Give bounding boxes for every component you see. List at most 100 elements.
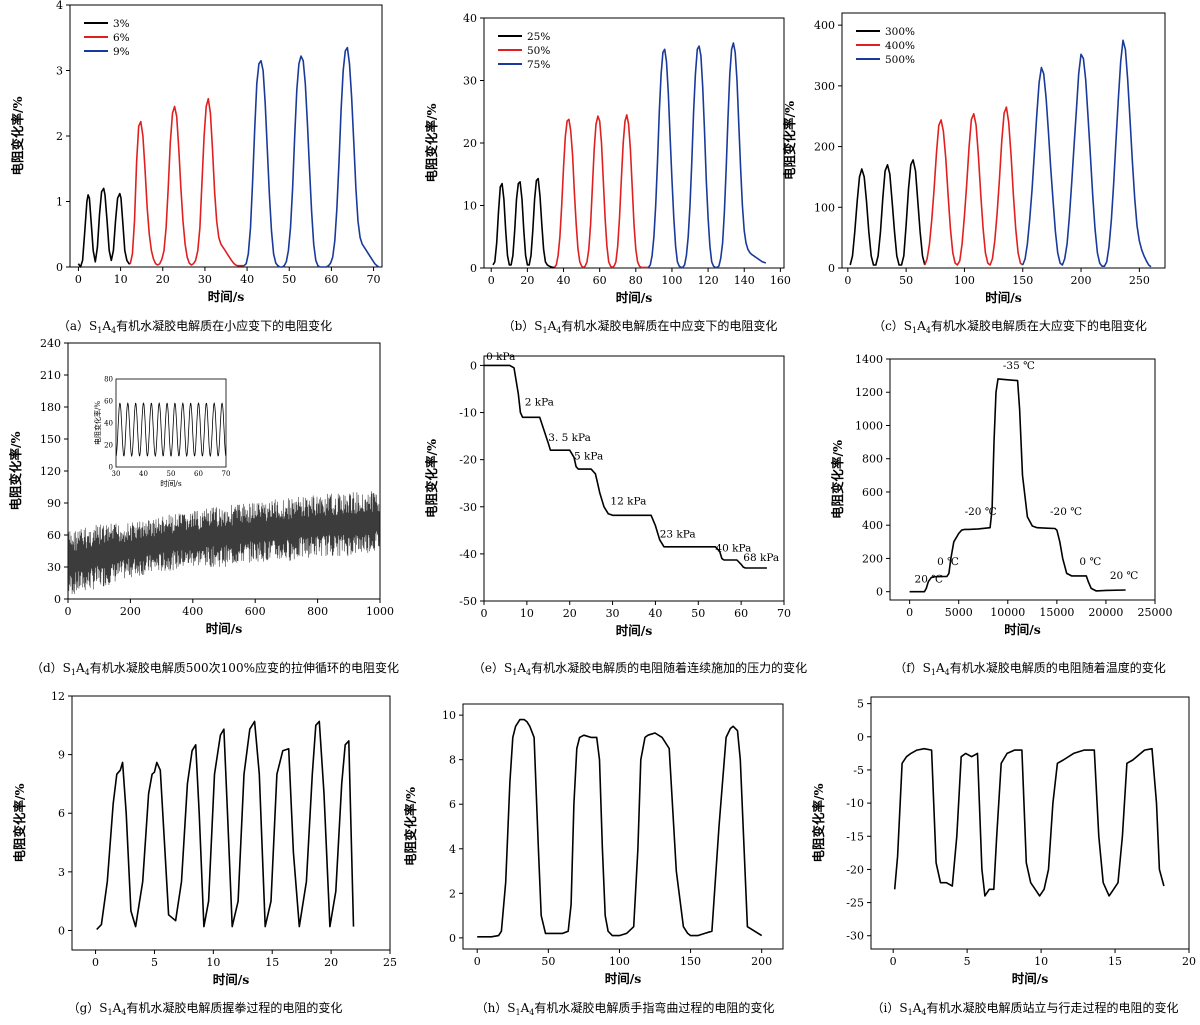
- y-tick-label: 100: [814, 201, 835, 214]
- caption-mid: A: [547, 319, 557, 333]
- figure-caption: （c）S1A4有机水凝胶电解质在大应变下的电阻变化: [873, 318, 1147, 335]
- y-axis-label: 电阻变化率/%: [403, 787, 418, 866]
- x-tick-label: 200: [751, 955, 772, 968]
- chart-e: 0 10 20 30 40 50 60 70 0 -10 -20 -30 -40 -50 时间/s 电阻变化率…: [424, 351, 807, 677]
- caption-mid: A: [520, 1001, 530, 1015]
- y-tick-label: 0: [56, 261, 63, 274]
- x-axis-label: 时间/s: [208, 289, 245, 304]
- inset-series-line: [115, 402, 227, 458]
- x-tick-label: 50: [899, 274, 913, 287]
- x-tick-label: 60: [324, 273, 338, 286]
- x-tick-label: 200: [1071, 274, 1092, 287]
- x-tick-label: 0: [844, 274, 851, 287]
- dense-cycle-signal: [67, 491, 381, 595]
- inset-y-tick-label: 40: [104, 420, 113, 428]
- series-line: [553, 114, 649, 269]
- point-annotation: 20 ℃: [1110, 570, 1139, 582]
- x-tick-label: 10: [1034, 955, 1048, 968]
- x-tick-label: 10: [520, 607, 534, 620]
- chart-a: 0 10 20 30 40 50 60 70 0 1 2 3 4 时间/s 电阻变化率/% 3% 6% 9% （a）…: [10, 0, 383, 335]
- x-axis-label: 时间/s: [213, 972, 250, 987]
- plot-frame: [462, 703, 784, 950]
- caption-pre: （h）S: [476, 1001, 516, 1015]
- plot-frame: [889, 358, 1156, 601]
- inset-x-tick-label: 60: [194, 470, 203, 478]
- series-line: [924, 106, 1024, 266]
- x-axis-label: 时间/s: [616, 290, 653, 305]
- series-line: [96, 720, 355, 931]
- y-tick-label: 1200: [855, 386, 883, 399]
- y-axis-label: 电阻变化率/%: [830, 440, 845, 519]
- x-tick-label: 15: [1108, 955, 1122, 968]
- chart-h: 0 50 100 150 2000246810时间/s电阻变化率/%（h）S1A4有机水…: [403, 703, 784, 1017]
- caption-post: 有机水凝胶电解质在小应变下的电阻变化: [116, 318, 332, 333]
- y-tick-label: 1000: [855, 419, 883, 432]
- x-tick-label: 60: [593, 274, 607, 287]
- x-tick-label: 15000: [1039, 606, 1074, 619]
- x-axis-label: 时间/s: [616, 623, 653, 638]
- x-tick-label: 5: [964, 955, 971, 968]
- chart-f: 0 5000 10000 15000 20000 25000020040060080010…: [830, 353, 1173, 677]
- x-tick-label: 1000: [366, 605, 394, 618]
- y-tick-label: 4: [449, 843, 456, 856]
- legend-entry: 300%: [885, 26, 915, 38]
- figure-caption: （i）S1A4有机水凝胶电解质站立与行走过程的电阻的变化: [872, 1000, 1179, 1017]
- caption-s1: 1: [108, 1008, 113, 1017]
- point-annotation: -20 ℃: [1050, 506, 1082, 518]
- inset-y-tick-label: 80: [104, 376, 113, 384]
- x-tick-label: 50: [282, 273, 296, 286]
- y-tick-label: 1: [56, 196, 63, 209]
- series-line: [129, 97, 245, 267]
- y-tick-label: 0: [54, 593, 61, 606]
- y-tick-label: 400: [862, 519, 883, 532]
- x-tick-label: 40: [648, 607, 662, 620]
- y-tick-label: 90: [47, 497, 61, 510]
- x-tick-label: 25: [383, 956, 397, 969]
- caption-s1: 1: [908, 1008, 913, 1017]
- point-annotation: 20 ℃: [915, 574, 944, 586]
- x-axis-label: 时间/s: [206, 621, 243, 636]
- point-annotation: 0 ℃: [937, 556, 959, 568]
- caption-s1: 1: [543, 326, 548, 335]
- y-tick-label: 10: [442, 709, 456, 722]
- series-line: [909, 378, 1126, 593]
- y-tick-label: -30: [459, 501, 477, 514]
- x-tick-label: 0: [474, 955, 481, 968]
- caption-mid: A: [75, 661, 85, 675]
- point-annotation: 3. 5 kPa: [548, 432, 591, 444]
- caption-s2: 4: [556, 326, 561, 335]
- caption-mid: A: [912, 1001, 922, 1015]
- chart-c: 0 50 100 150 200 250 0 100 200 300 400 时间/s 电阻变化率/% 3…: [782, 12, 1166, 335]
- x-tick-label: 20000: [1088, 606, 1123, 619]
- inset-y-tick-label: 20: [104, 442, 113, 450]
- caption-pre: （e）S: [473, 661, 512, 675]
- y-tick-label: -25: [846, 897, 864, 910]
- x-tick-label: 400: [182, 605, 203, 618]
- x-axis-label: 时间/s: [605, 971, 642, 986]
- caption-s1: 1: [516, 1008, 521, 1017]
- y-tick-label: 4: [56, 0, 63, 12]
- point-annotation: 5 kPa: [574, 451, 603, 463]
- x-tick-label: 160: [770, 274, 791, 287]
- x-tick-label: 30: [198, 273, 212, 286]
- inset-x-tick-label: 40: [139, 470, 148, 478]
- x-tick-label: 50: [691, 607, 705, 620]
- caption-post: 有机水凝胶电解质在大应变下的电阻变化: [931, 318, 1147, 333]
- caption-post: 有机水凝胶电解质握拳过程的电阻的变化: [126, 1000, 342, 1015]
- caption-mid: A: [916, 319, 926, 333]
- caption-s1: 1: [71, 668, 76, 677]
- legend-entry: 9%: [113, 46, 130, 58]
- point-annotation: 68 kPa: [743, 552, 779, 564]
- x-tick-label: 100: [609, 955, 630, 968]
- y-tick-label: 210: [40, 369, 61, 382]
- y-tick-label: 2: [449, 887, 456, 900]
- point-annotation: -35 ℃: [1003, 360, 1035, 372]
- y-tick-label: 2: [56, 130, 63, 143]
- chart-i: 0 5 10 15 20 5 0 -5 -10 -15 -20 -25 -30 时间/s 电阻变化率/% （i…: [811, 696, 1196, 1017]
- figure-caption: （g）S1A4有机水凝胶电解质握拳过程的电阻的变化: [68, 1000, 343, 1017]
- caption-s1: 1: [512, 668, 517, 677]
- y-tick-label: 1400: [855, 353, 883, 366]
- caption-s1: 1: [912, 326, 917, 335]
- plot-frame: [841, 12, 1166, 269]
- x-tick-label: 10: [206, 956, 220, 969]
